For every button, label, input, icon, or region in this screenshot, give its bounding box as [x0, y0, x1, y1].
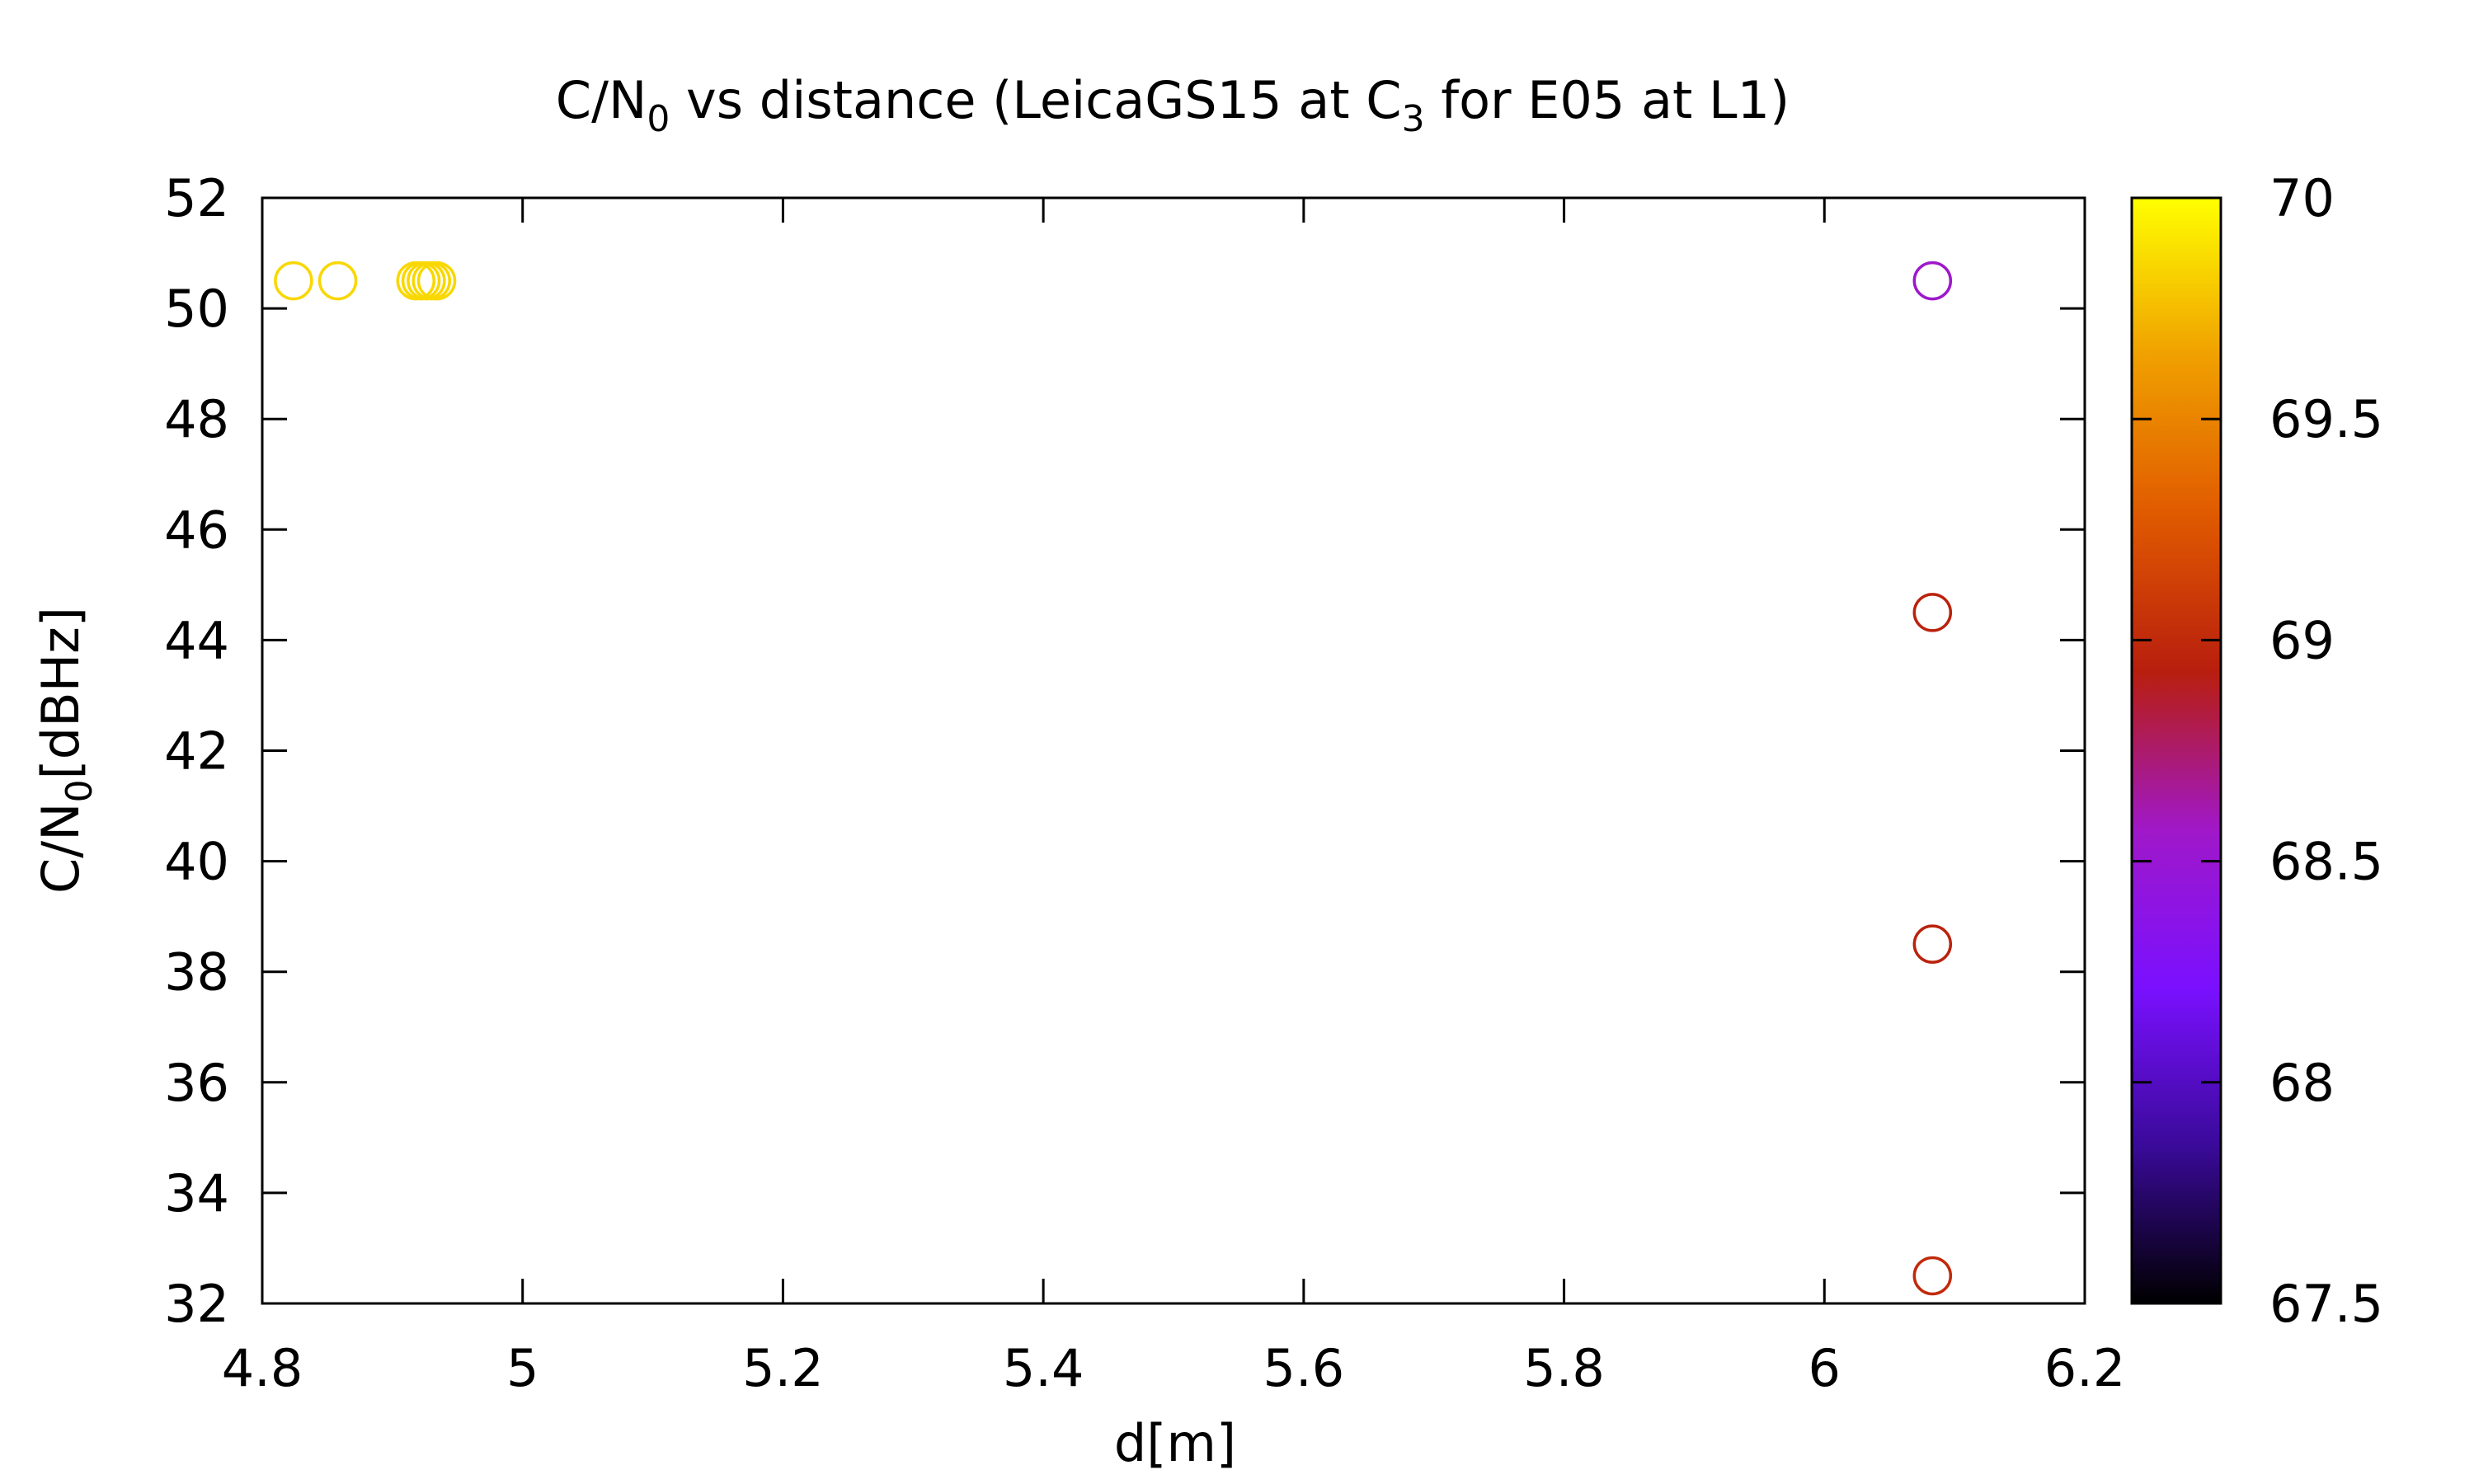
colorbar-tick-label: 67.5 [2269, 1274, 2383, 1334]
y-tick-label: 52 [164, 168, 229, 228]
plot-area [261, 196, 2086, 1305]
data-point [1912, 924, 1953, 964]
y-tick-label: 46 [164, 500, 229, 560]
x-tick-label: 6.2 [2044, 1338, 2126, 1398]
y-tick-label: 50 [164, 279, 229, 339]
x-tick-label: 5.6 [1263, 1338, 1345, 1398]
y-tick-label: 42 [164, 721, 229, 782]
y-tick-label: 36 [164, 1053, 229, 1113]
x-axis-ticks: 4.8 5 5.2 5.4 5.6 5.8 6 6.2 [222, 198, 2126, 1398]
colorbar-ticks: 67.5 68 68.5 69 69.5 70 [2132, 168, 2383, 1334]
y-tick-label: 32 [164, 1274, 229, 1334]
colorbar-tick-label: 69 [2269, 610, 2335, 670]
data-points [274, 261, 1953, 1296]
y-tick-label: 48 [164, 389, 229, 449]
x-tick-label: 5.2 [742, 1338, 824, 1398]
y-tick-label: 38 [164, 942, 229, 1003]
data-point [1912, 593, 1953, 632]
data-point [317, 261, 358, 301]
x-tick-label: 6 [1808, 1338, 1841, 1398]
colorbar-tick-label: 69.5 [2269, 389, 2383, 449]
y-tick-label: 40 [164, 832, 229, 892]
y-axis-label: C/N0[dBHz] [31, 607, 101, 894]
x-tick-label: 5 [506, 1338, 539, 1398]
y-tick-label: 34 [164, 1163, 229, 1223]
chart-title: C/N0 vs distance (LeicaGS15 at C3 for E0… [556, 70, 1790, 140]
data-point [1912, 261, 1953, 301]
x-tick-label: 5.4 [1003, 1338, 1084, 1398]
colorbar-tick-label: 68 [2269, 1053, 2335, 1113]
x-tick-label: 5.8 [1523, 1338, 1605, 1398]
colorbar-tick-label: 68.5 [2269, 832, 2383, 892]
colorbar-tick-label: 70 [2269, 168, 2335, 228]
data-point [416, 261, 457, 301]
data-point [1912, 1256, 1953, 1296]
colorbar [2130, 196, 2222, 1305]
data-point [274, 261, 313, 301]
x-tick-label: 4.8 [222, 1338, 303, 1398]
x-axis-label: d[m] [1114, 1413, 1236, 1473]
y-tick-label: 44 [164, 610, 229, 670]
y-axis-ticks: 32 34 36 38 40 42 44 46 48 50 52 [164, 168, 2085, 1334]
